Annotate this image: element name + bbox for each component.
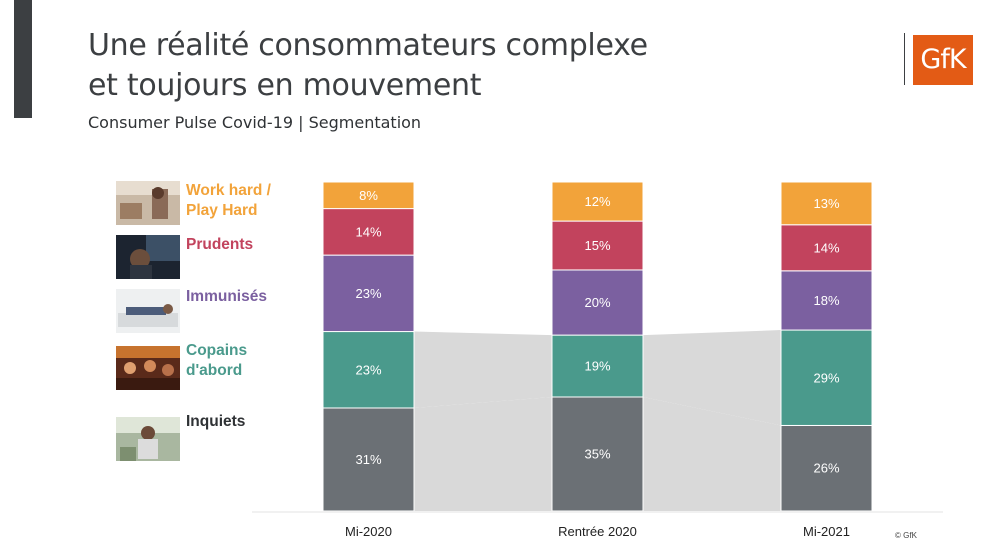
person-on-sofa-photo <box>116 289 180 333</box>
child-at-window-photo <box>116 235 180 279</box>
bar-value-label: 18% <box>813 293 839 308</box>
bar-value-label: 12% <box>584 194 610 209</box>
bar-segment <box>322 407 415 512</box>
bar-segment <box>551 396 644 512</box>
person-reading-photo <box>116 181 180 225</box>
title-line-2: et toujours en mouvement <box>88 68 482 103</box>
friends-at-bar-photo <box>116 346 180 390</box>
bar-segment <box>780 181 873 226</box>
bar-segment <box>551 181 644 222</box>
connector-band <box>414 396 552 511</box>
segment-label: Immunisés <box>186 288 267 305</box>
bar-value-label: 8% <box>359 188 378 203</box>
bar-value-label: 13% <box>813 196 839 211</box>
bar-value-label: 14% <box>813 240 839 255</box>
bar-segment <box>322 181 415 210</box>
bar-segment <box>322 208 415 256</box>
segment-label: Inquiets <box>186 413 246 430</box>
bar-segment <box>322 331 415 409</box>
copyright-note: © GfK <box>895 531 917 540</box>
page-subtitle: Consumer Pulse Covid-19 | Segmentation <box>88 113 422 132</box>
bar-segment <box>322 254 415 333</box>
segment-label: Prudents <box>186 236 254 253</box>
bar-value-label: 19% <box>584 359 610 374</box>
bar-value-label: 23% <box>355 286 381 301</box>
bar-value-label: 31% <box>355 452 381 467</box>
logo-divider <box>904 33 905 85</box>
bar-value-label: 26% <box>813 461 839 476</box>
bar-value-label: 23% <box>355 362 381 377</box>
title-line-1: Une réalité consommateurs complexe <box>88 28 648 63</box>
bar-value-label: 14% <box>355 224 381 239</box>
connector-band <box>643 396 781 511</box>
gfk-logo: GfK <box>913 35 973 85</box>
worried-man-photo <box>116 417 180 461</box>
x-tick-label: Mi-2021 <box>803 524 850 539</box>
bar-segment <box>780 424 873 512</box>
bar-value-label: 20% <box>584 295 610 310</box>
bar-value-label: 15% <box>584 238 610 253</box>
bar-value-label: 35% <box>584 446 610 461</box>
bar-segment <box>551 334 644 398</box>
bar-segment <box>551 269 644 336</box>
segment-label: Work hard / Play Hard <box>186 182 271 219</box>
segment-label: Copains d'abord <box>186 342 248 379</box>
x-tick-label: Mi-2020 <box>345 524 392 539</box>
bar-segment <box>780 270 873 331</box>
connector-band <box>414 331 552 408</box>
page-title: Une réalité consommateurs complexe et to… <box>88 26 648 106</box>
bar-segment <box>551 220 644 271</box>
x-tick-label: Rentrée 2020 <box>558 524 637 539</box>
side-accent-bar <box>14 0 32 118</box>
bar-value-label: 29% <box>813 370 839 385</box>
connector-band <box>643 330 781 426</box>
